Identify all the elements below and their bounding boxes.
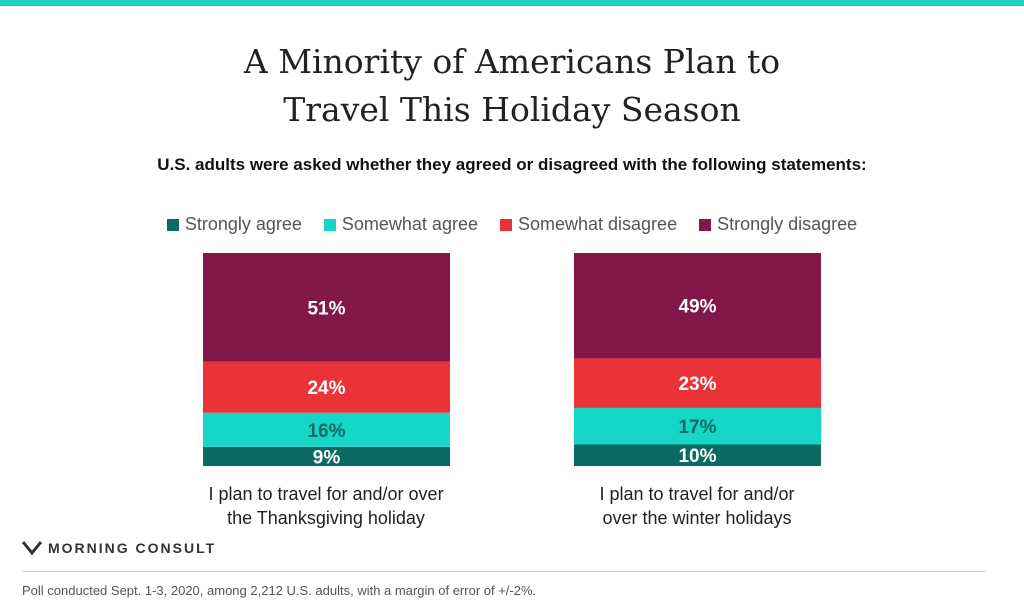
data-label-winter-strongly-agree: 10% bbox=[678, 446, 716, 467]
legend-label-somewhat-agree: Somewhat agree bbox=[341, 214, 478, 234]
legend-swatch-strongly-agree bbox=[166, 218, 179, 231]
bar-segment-thanksgiving-strongly-disagree bbox=[203, 253, 450, 362]
legend: Strongly agree Somewhat agree Somewhat d… bbox=[0, 214, 1024, 235]
data-label-winter-somewhat-agree: 17% bbox=[678, 417, 716, 438]
bar-label-thanksgiving-line-2: the Thanksgiving holiday bbox=[227, 508, 425, 528]
legend-item-somewhat-agree: Somewhat agree bbox=[323, 214, 478, 235]
brand-mark-icon bbox=[22, 541, 42, 555]
bar-segment-winter-somewhat-agree bbox=[574, 407, 821, 445]
data-label-thanksgiving-somewhat-agree: 16% bbox=[307, 421, 345, 442]
chart-title-line-1: A Minority of Americans Plan to bbox=[243, 42, 781, 81]
legend-item-strongly-agree: Strongly agree bbox=[166, 214, 302, 235]
top-accent-bar bbox=[0, 0, 1024, 6]
footer-divider bbox=[22, 571, 986, 572]
bar-segment-winter-strongly-disagree bbox=[574, 253, 821, 359]
legend-item-somewhat-disagree: Somewhat disagree bbox=[499, 214, 678, 235]
chart-title: A Minority of Americans Plan to Travel T… bbox=[0, 38, 1024, 134]
legend-label-strongly-disagree: Strongly disagree bbox=[717, 214, 858, 234]
bar-segment-thanksgiving-somewhat-disagree bbox=[203, 361, 450, 413]
bar-segment-thanksgiving-strongly-agree bbox=[203, 446, 450, 466]
data-label-winter-somewhat-disagree: 23% bbox=[678, 374, 716, 395]
data-label-thanksgiving-strongly-agree: 9% bbox=[313, 447, 341, 468]
data-label-thanksgiving-somewhat-disagree: 24% bbox=[307, 378, 345, 399]
bar-segment-winter-strongly-agree bbox=[574, 444, 821, 466]
bar-segment-thanksgiving-somewhat-agree bbox=[203, 412, 450, 447]
chart-title-line-2: Travel This Holiday Season bbox=[283, 90, 741, 129]
legend-label-somewhat-disagree: Somewhat disagree bbox=[517, 214, 678, 234]
legend-label-strongly-agree: Strongly agree bbox=[184, 214, 302, 234]
data-label-thanksgiving-strongly-disagree: 51% bbox=[307, 298, 345, 319]
footnote: Poll conducted Sept. 1-3, 2020, among 2,… bbox=[22, 583, 537, 598]
legend-item-strongly-disagree: Strongly disagree bbox=[699, 214, 857, 235]
legend-swatch-strongly-disagree bbox=[699, 218, 712, 231]
chart-subtitle: U.S. adults were asked whether they agre… bbox=[157, 155, 867, 174]
brand-name: MORNING CONSULT bbox=[48, 540, 217, 556]
legend-swatch-somewhat-disagree bbox=[499, 218, 512, 231]
legend-swatch-somewhat-agree bbox=[323, 218, 336, 231]
bar-segment-winter-somewhat-disagree bbox=[574, 358, 821, 408]
brand-logo: MORNING CONSULT bbox=[22, 540, 216, 556]
bar-label-thanksgiving: I plan to travel for and/or over the Tha… bbox=[196, 482, 456, 530]
bar-label-thanksgiving-line-1: I plan to travel for and/or over bbox=[208, 484, 444, 504]
data-label-winter-strongly-disagree: 49% bbox=[678, 297, 716, 318]
bar-label-winter-line-2: over the winter holidays bbox=[602, 508, 792, 528]
bar-label-winter: I plan to travel for and/or over the win… bbox=[567, 482, 827, 530]
bar-label-winter-line-1: I plan to travel for and/or bbox=[599, 484, 795, 504]
